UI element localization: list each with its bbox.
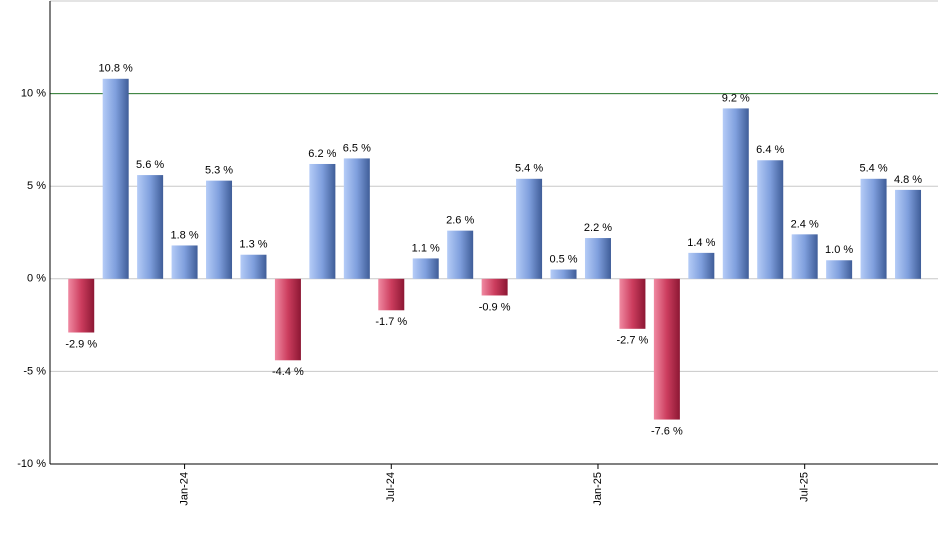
bar (447, 230, 474, 279)
bar (584, 238, 611, 279)
bar (791, 234, 818, 279)
bar (722, 108, 749, 279)
bar (619, 278, 646, 329)
value-label: -2.9 % (65, 338, 97, 350)
bar (240, 254, 267, 279)
value-label: 1.8 % (171, 229, 199, 241)
value-label: 5.3 % (205, 165, 233, 177)
bar (102, 78, 129, 279)
y-tick-label: 10 % (21, 88, 46, 100)
bar (653, 278, 680, 420)
value-label: -1.7 % (375, 316, 407, 328)
value-label: 1.3 % (239, 239, 267, 251)
bar (412, 258, 439, 279)
value-label: 4.8 % (894, 174, 922, 186)
value-label: -7.6 % (651, 425, 683, 437)
value-label: 2.2 % (584, 222, 612, 234)
value-label: 1.0 % (825, 244, 853, 256)
bar (481, 278, 508, 296)
x-tick-label: Jul-25 (799, 472, 811, 502)
bar (895, 189, 922, 279)
x-tick-label: Jan-25 (592, 472, 604, 506)
y-tick-label: -5 % (23, 365, 46, 377)
value-label: 6.2 % (308, 148, 336, 160)
bar (826, 260, 853, 279)
value-label: 5.6 % (136, 159, 164, 171)
bar (688, 252, 715, 279)
bar (274, 278, 301, 361)
value-label: -2.7 % (617, 335, 649, 347)
value-label: 5.4 % (860, 163, 888, 175)
bar (171, 245, 198, 279)
value-label: 2.4 % (791, 218, 819, 230)
bar (550, 269, 577, 279)
bar (860, 178, 887, 279)
bar (137, 175, 164, 279)
bar (378, 278, 405, 311)
bar (757, 160, 784, 279)
value-label: 5.4 % (515, 163, 543, 175)
value-label: 6.4 % (756, 144, 784, 156)
value-label: 9.2 % (722, 92, 750, 104)
value-label: 1.4 % (687, 237, 715, 249)
bar (68, 278, 95, 333)
value-label: 10.8 % (99, 63, 133, 75)
bar (206, 180, 233, 279)
value-label: -0.9 % (479, 301, 511, 313)
value-label: 1.1 % (412, 242, 440, 254)
value-label: 2.6 % (446, 215, 474, 227)
value-label: 0.5 % (549, 253, 577, 265)
bar (343, 158, 370, 279)
value-label: 6.5 % (343, 142, 371, 154)
y-tick-label: -10 % (17, 458, 46, 470)
x-tick-label: Jan-24 (178, 472, 190, 506)
y-tick-label: 5 % (27, 180, 46, 192)
x-tick-label: Jul-24 (385, 472, 397, 502)
bar (516, 178, 543, 279)
bar (309, 163, 336, 279)
y-tick-label: 0 % (27, 273, 46, 285)
value-label: -4.4 % (272, 366, 304, 378)
